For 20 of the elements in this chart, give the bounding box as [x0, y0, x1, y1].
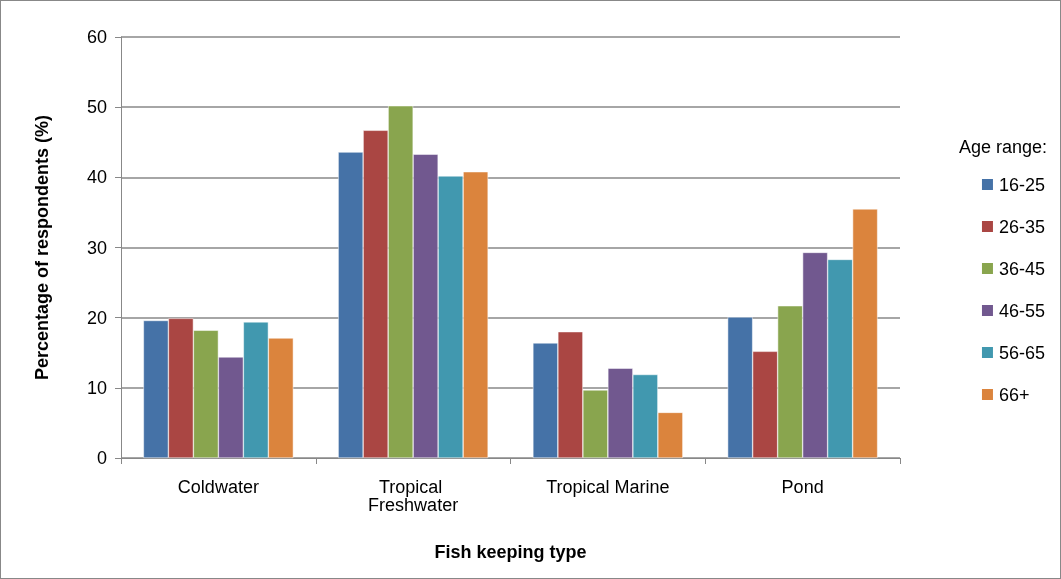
- legend-label: 46-55: [998, 300, 1046, 321]
- legend-title: Age range:: [958, 137, 1048, 157]
- y-tick-label: 20: [86, 307, 107, 328]
- x-axis-title: Fish keeping type: [434, 542, 587, 562]
- y-tick-label: 30: [86, 237, 107, 258]
- y-tick-label: 40: [86, 167, 107, 188]
- legend-label: 36-45: [998, 258, 1046, 279]
- x-tick-label: Coldwater: [177, 477, 259, 497]
- x-tick-label: Tropical Freshwater: [368, 477, 459, 515]
- legend-label: 16-25: [998, 174, 1046, 195]
- y-tick-label: 50: [86, 97, 107, 118]
- x-tick-label: Tropical Marine: [546, 477, 670, 497]
- y-tick-label: 10: [86, 377, 107, 398]
- legend-label: 56-65: [998, 342, 1046, 363]
- legend-label: 26-35: [998, 216, 1046, 237]
- x-tick-label: Pond: [781, 477, 824, 497]
- legend-label: 66+: [998, 384, 1030, 405]
- y-tick-label: 0: [96, 448, 107, 468]
- y-tick-label: 60: [86, 27, 107, 47]
- y-axis-title: Percentage of respondents (%): [32, 114, 52, 381]
